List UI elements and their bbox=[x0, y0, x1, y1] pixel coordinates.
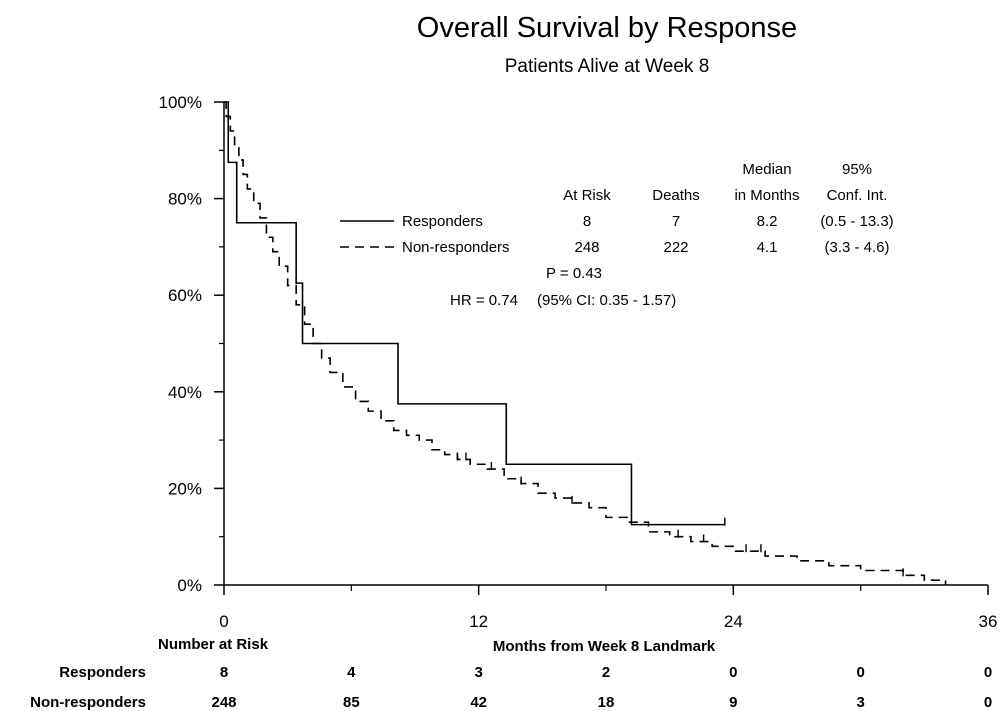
risk-count-responders: 4 bbox=[347, 664, 356, 681]
x-axis-label: Months from Week 8 Landmark bbox=[493, 638, 716, 655]
p-value: P = 0.43 bbox=[546, 265, 602, 282]
legend-header-at-risk: At Risk bbox=[563, 187, 611, 204]
legend: Median 95% At Risk Deaths in Months Conf… bbox=[340, 161, 894, 309]
y-tick-label: 80% bbox=[168, 190, 202, 209]
legend-header-ci-2: Conf. Int. bbox=[827, 187, 888, 204]
legend-ci-responders: (0.5 - 13.3) bbox=[820, 213, 893, 230]
risk-count-non-responders: 248 bbox=[211, 694, 236, 711]
legend-label-responders: Responders bbox=[402, 213, 483, 230]
risk-count-non-responders: 3 bbox=[856, 694, 864, 711]
risk-row-label-non-responders: Non-responders bbox=[30, 694, 146, 711]
risk-count-non-responders: 85 bbox=[343, 694, 360, 711]
risk-count-non-responders: 0 bbox=[984, 694, 992, 711]
hazard-ratio: HR = 0.74 bbox=[450, 292, 518, 309]
legend-header-ci-1: 95% bbox=[842, 161, 872, 178]
y-tick-label: 0% bbox=[177, 576, 202, 595]
risk-table-title: Number at Risk bbox=[158, 636, 269, 653]
risk-count-responders: 3 bbox=[474, 664, 482, 681]
risk-count-non-responders: 18 bbox=[598, 694, 615, 711]
curve-responders bbox=[224, 101, 725, 526]
legend-label-non-responders: Non-responders bbox=[402, 239, 510, 256]
x-tick-label: 36 bbox=[979, 612, 998, 631]
legend-median-responders: 8.2 bbox=[757, 213, 778, 230]
curve-non-responders bbox=[224, 101, 947, 585]
risk-count-responders: 0 bbox=[984, 664, 992, 681]
risk-count-responders: 2 bbox=[602, 664, 610, 681]
legend-header-median-1: Median bbox=[742, 161, 791, 178]
legend-median-non-responders: 4.1 bbox=[757, 239, 778, 256]
chart-subtitle: Patients Alive at Week 8 bbox=[505, 56, 710, 77]
risk-count-non-responders: 9 bbox=[729, 694, 737, 711]
legend-deaths-responders: 7 bbox=[672, 213, 680, 230]
y-tick-label: 20% bbox=[168, 479, 202, 498]
y-tick-label: 40% bbox=[168, 383, 202, 402]
risk-row-label-responders: Responders bbox=[59, 664, 146, 681]
risk-count-responders: 0 bbox=[856, 664, 864, 681]
legend-deaths-non-responders: 222 bbox=[663, 239, 688, 256]
hazard-ratio-ci: (95% CI: 0.35 - 1.57) bbox=[537, 292, 676, 309]
legend-at-risk-non-responders: 248 bbox=[574, 239, 599, 256]
risk-count-responders: 0 bbox=[729, 664, 737, 681]
survival-curves bbox=[224, 101, 947, 585]
risk-table: Responders 8 4 3 2 0 0 0 Non-responders 248 85 42 18… bbox=[30, 664, 992, 711]
legend-at-risk-responders: 8 bbox=[583, 213, 591, 230]
risk-count-responders: 8 bbox=[220, 664, 228, 681]
y-tick-label: 100% bbox=[159, 93, 202, 112]
x-tick-label: 24 bbox=[724, 612, 743, 631]
y-tick-label: 60% bbox=[168, 286, 202, 305]
legend-header-median-2: in Months bbox=[734, 187, 799, 204]
x-tick-label: 0 bbox=[219, 612, 228, 631]
x-tick-label: 12 bbox=[469, 612, 488, 631]
axes: 0% 20% 40% 60% 80% 100% 0 12 24 36 bbox=[159, 93, 998, 631]
legend-header-deaths: Deaths bbox=[652, 187, 700, 204]
chart-title: Overall Survival by Response bbox=[417, 12, 797, 44]
risk-count-non-responders: 42 bbox=[470, 694, 487, 711]
legend-ci-non-responders: (3.3 - 4.6) bbox=[824, 239, 889, 256]
